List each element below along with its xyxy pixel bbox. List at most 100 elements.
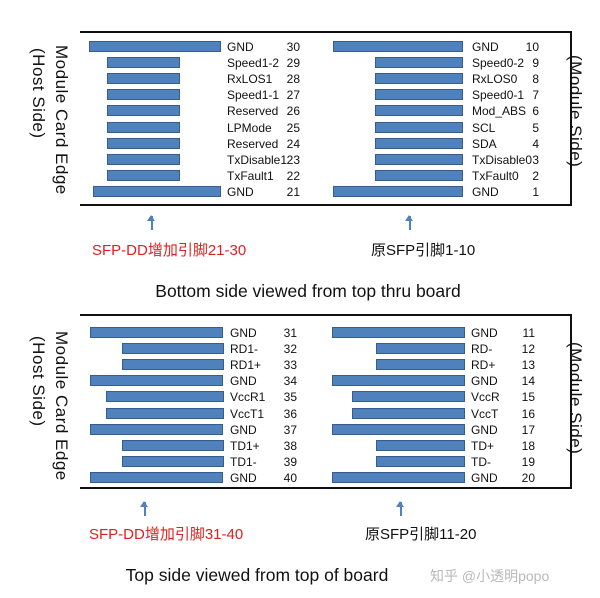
pin-name: RxLOS1 xyxy=(227,72,273,87)
contact-pad xyxy=(375,169,463,181)
pin-number: 26 xyxy=(286,104,300,119)
host-side-label-bottom: Module Card Edge xyxy=(52,45,71,195)
contact-pad xyxy=(332,423,465,435)
pin-number: 20 xyxy=(521,470,535,485)
pin-number: 10 xyxy=(525,40,539,54)
contact-pad xyxy=(90,471,223,483)
pin-name: VccR1 xyxy=(230,390,266,405)
pin-name: Reserved xyxy=(227,136,279,151)
pin-name: TxDisable1 xyxy=(227,152,288,167)
pin-number: 25 xyxy=(286,120,300,135)
contact-pad xyxy=(107,89,180,101)
pin-name: RD+ xyxy=(471,358,496,373)
pin-number: 35 xyxy=(283,390,297,405)
pin-name: SCL xyxy=(472,120,496,135)
pin-name: LPMode xyxy=(227,120,272,135)
contact-pad xyxy=(107,105,180,117)
contact-pad xyxy=(89,41,221,52)
contact-pad xyxy=(376,359,465,371)
pin-name: GND xyxy=(472,184,499,199)
pin-name: GND xyxy=(230,326,257,340)
pin-number: 39 xyxy=(283,454,297,469)
arrow-up-icon xyxy=(406,215,412,230)
pin-name: RD- xyxy=(471,342,493,357)
pin-number: 29 xyxy=(286,56,300,71)
pin-name: GND xyxy=(471,326,498,340)
pin-number: 19 xyxy=(521,454,535,469)
caption-bottom: Bottom side viewed from top thru board xyxy=(155,281,461,301)
pin-name: SDA xyxy=(472,136,497,151)
pin-name: TD+ xyxy=(471,438,495,453)
pin-number: 12 xyxy=(521,342,535,357)
contact-pad xyxy=(333,41,463,52)
pin-number: 28 xyxy=(286,72,300,87)
pin-name: VccT xyxy=(471,406,499,421)
pin-number: 21 xyxy=(286,184,300,199)
pin-number: 40 xyxy=(283,470,297,485)
contact-pad xyxy=(375,105,463,117)
arrow-up-icon xyxy=(397,501,403,516)
contact-pad xyxy=(332,471,465,483)
contact-pad xyxy=(375,57,463,69)
pin-name: VccR xyxy=(471,390,500,405)
contact-pad xyxy=(352,407,465,419)
pin-number: 17 xyxy=(521,422,535,437)
pin-number: 27 xyxy=(286,88,300,103)
pin-number: 33 xyxy=(283,358,297,373)
pin-name: Speed1-2 xyxy=(227,56,280,71)
left-note-bottom: SFP-DD增加引脚21-30 xyxy=(92,242,247,259)
pin-number: 32 xyxy=(283,342,297,357)
pin-number: 37 xyxy=(283,422,297,437)
pin-number: 38 xyxy=(283,438,297,453)
contact-pad xyxy=(107,137,180,149)
pin-number: 6 xyxy=(532,104,539,119)
contact-pad xyxy=(375,137,463,149)
pin-number: 23 xyxy=(286,152,300,167)
contact-pad xyxy=(376,439,465,451)
module-side-label-top: (Module Side) xyxy=(566,342,585,455)
pin-name: GND xyxy=(230,470,257,485)
contact-pad xyxy=(376,343,465,355)
pin-name: Mod_ABS xyxy=(472,104,527,119)
contact-pad xyxy=(352,391,465,403)
contact-pad xyxy=(122,455,224,467)
contact-pad xyxy=(107,169,180,181)
pin-name: Reserved xyxy=(227,104,279,119)
contact-pad xyxy=(106,391,224,403)
left-note-top: SFP-DD增加引脚31-40 xyxy=(89,526,244,543)
pin-number: 7 xyxy=(532,88,539,103)
contact-pad xyxy=(122,439,224,451)
pin-name: GND xyxy=(227,184,254,199)
contact-pad xyxy=(122,343,224,355)
pin-name: TxFault0 xyxy=(472,168,519,183)
pin-number: 30 xyxy=(286,40,300,54)
pin-number: 9 xyxy=(532,56,539,71)
pin-number: 8 xyxy=(532,72,539,87)
contact-pad xyxy=(107,73,180,85)
pin-number: 15 xyxy=(521,390,535,405)
pin-name: Speed0-1 xyxy=(472,88,525,103)
pin-name: VccT1 xyxy=(230,406,265,421)
pin-number: 16 xyxy=(521,406,535,421)
contact-pad xyxy=(332,327,465,338)
pin-name: TxDisable0 xyxy=(472,152,533,167)
contact-pad xyxy=(332,375,465,387)
contact-pad xyxy=(93,185,221,197)
pin-name: RD1- xyxy=(230,342,259,357)
pin-number: 22 xyxy=(286,168,300,183)
pin-number: 2 xyxy=(532,168,539,183)
pin-number: 11 xyxy=(522,326,535,340)
pin-name: Speed1-1 xyxy=(227,88,280,103)
contact-pad xyxy=(107,153,180,165)
pin-number: 18 xyxy=(521,438,535,453)
pin-name: GND xyxy=(230,374,257,389)
pin-number: 1 xyxy=(532,184,539,199)
contact-pad xyxy=(333,185,463,197)
contact-pad xyxy=(122,359,224,371)
pin-number: 24 xyxy=(286,136,300,151)
pin-number: 13 xyxy=(521,358,535,373)
contact-pad xyxy=(375,89,463,101)
pin-name: GND xyxy=(227,40,254,54)
pin-name: RD1+ xyxy=(230,358,262,373)
contact-pad xyxy=(90,375,223,387)
